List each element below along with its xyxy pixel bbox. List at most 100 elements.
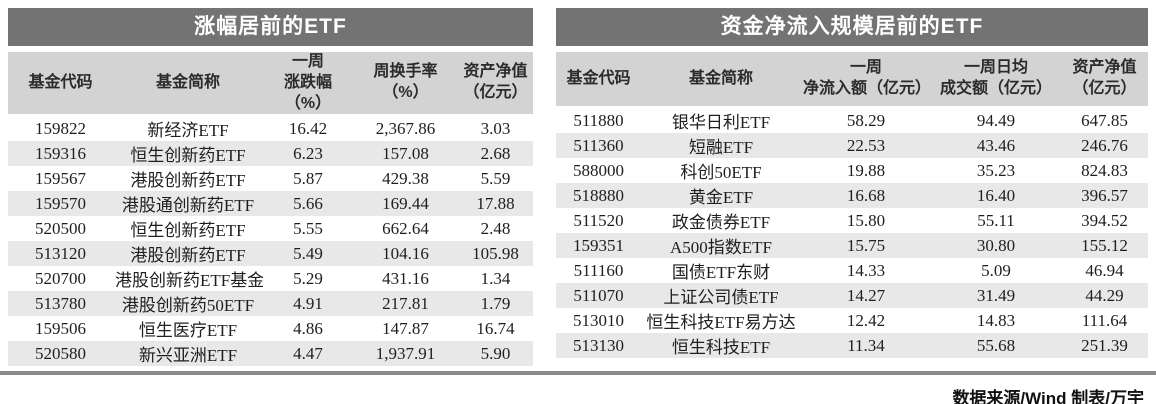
weekly-avg-daily-turnover-cell: 55.68	[976, 335, 1016, 355]
fund-name-cell: 短融ETF	[688, 138, 754, 157]
fund-code-cell: 159316	[35, 143, 86, 163]
net-asset-value-cell: 396.57	[1081, 185, 1128, 205]
table-row: 159567 港股创新药ETF 5.87 429.38 5.59	[8, 166, 533, 192]
net-asset-value-cell: 5.90	[480, 343, 511, 363]
table-row: 159822 新经济ETF 16.42 2,367.86 3.03	[8, 115, 533, 142]
table-row: 513130 恒生科技ETF 11.34 55.68 251.39	[556, 333, 1148, 358]
weekly-turnover-pct-cell: 662.64	[382, 218, 429, 238]
net-asset-value-cell: 2.48	[480, 218, 511, 238]
column-header-fund-code: 基金代码	[8, 52, 113, 117]
weekly-change-pct-cell: 4.86	[293, 318, 323, 338]
weekly-change-pct-cell: 5.49	[293, 243, 323, 263]
weekly-avg-daily-turnover-cell: 94.49	[976, 110, 1016, 130]
column-header-fund-name: 基金简称	[641, 52, 801, 108]
column-header-weekly-turnover-pct: 周换手率 （%）	[353, 52, 458, 117]
weekly-turnover-pct-cell: 429.38	[382, 168, 429, 188]
net-asset-value-cell: 46.94	[1085, 260, 1124, 280]
weekly-avg-daily-turnover-cell: 5.09	[981, 260, 1011, 280]
top-gainers-title: 涨幅居前的ETF	[8, 8, 533, 46]
table-row: 520500 恒生创新药ETF 5.55 662.64 2.48	[8, 216, 533, 242]
table-row: 159570 港股通创新药ETF 5.66 169.44 17.88	[8, 191, 533, 217]
weekly-change-pct-cell: 5.55	[293, 218, 323, 238]
net-asset-value-cell: 1.79	[480, 293, 511, 313]
fund-name-cell: 恒生科技ETF易方达	[646, 313, 796, 332]
weekly-turnover-pct-cell: 147.87	[382, 318, 429, 338]
net-asset-value-cell: 16.74	[476, 318, 515, 338]
weekly-net-inflow-cell: 15.75	[846, 235, 886, 255]
column-header-net-asset-value: 资产净值 （亿元）	[458, 52, 533, 117]
fund-code-cell: 518880	[573, 185, 624, 205]
net-asset-value-cell: 2.68	[480, 143, 511, 163]
fund-code-cell: 159567	[35, 168, 86, 188]
weekly-turnover-pct-cell: 104.16	[382, 243, 429, 263]
fund-name-cell: 港股创新药ETF	[130, 171, 246, 191]
fund-name-cell: 新经济ETF	[147, 121, 229, 141]
weekly-net-inflow-cell: 22.53	[846, 135, 886, 155]
net-asset-value-cell: 105.98	[472, 243, 519, 263]
fund-name-cell: 黄金ETF	[688, 188, 754, 207]
table-row: 511880 银华日利ETF 58.29 94.49 647.85	[556, 107, 1148, 133]
fund-name-cell: 港股创新药ETF	[130, 246, 246, 266]
weekly-change-pct-cell: 6.23	[293, 143, 323, 163]
fund-code-cell: 511160	[573, 260, 624, 280]
weekly-change-pct-cell: 5.87	[293, 168, 323, 188]
weekly-net-inflow-cell: 11.34	[847, 335, 885, 355]
column-header-weekly-avg-daily-turnover: 一周日均 成交额（亿元）	[931, 52, 1061, 108]
fund-code-cell: 159506	[35, 318, 86, 338]
table-row: 518880 黄金ETF 16.68 16.40 396.57	[556, 183, 1148, 208]
weekly-net-inflow-cell: 19.88	[846, 160, 886, 180]
fund-name-cell: 政金债券ETF	[671, 213, 771, 232]
tables-row: 涨幅居前的ETF 基金代码 基金简称 一周 涨跌幅（%） 周换手率 （%） 资产净值 （…	[8, 8, 1148, 367]
net-asset-value-cell: 251.39	[1081, 335, 1128, 355]
weekly-change-pct-cell: 5.66	[293, 193, 323, 213]
weekly-net-inflow-cell: 16.68	[846, 185, 886, 205]
net-asset-value-cell: 647.85	[1081, 110, 1128, 130]
net-asset-value-cell: 1.34	[480, 268, 511, 288]
fund-code-cell: 513780	[35, 293, 86, 313]
source-credit: 数据来源/Wind 制表/万宇	[952, 389, 1144, 404]
fund-name-cell: 国债ETF东财	[671, 263, 771, 282]
weekly-turnover-pct-cell: 2,367.86	[375, 118, 436, 138]
fund-code-cell: 513120	[35, 243, 86, 263]
weekly-avg-daily-turnover-cell: 31.49	[976, 285, 1016, 305]
weekly-avg-daily-turnover-cell: 30.80	[976, 235, 1016, 255]
fund-name-cell: 新兴亚洲ETF	[138, 346, 238, 366]
net-asset-value-cell: 44.29	[1085, 285, 1124, 305]
fund-code-cell: 159351	[573, 235, 624, 255]
table-row: 159506 恒生医疗ETF 4.86 147.87 16.74	[8, 316, 533, 342]
table-body: 511880 银华日利ETF 58.29 94.49 647.85 511360 短融ETF…	[556, 107, 1148, 358]
fund-name-cell: 恒生医疗ETF	[138, 321, 238, 341]
weekly-net-inflow-cell: 58.29	[846, 110, 886, 130]
top-inflows-section: 资金净流入规模居前的ETF 基金代码 基金简称 一周 净流入额（亿元） 一周日均 成交…	[556, 8, 1148, 366]
weekly-avg-daily-turnover-cell: 43.46	[976, 135, 1016, 155]
fund-code-cell: 159822	[35, 118, 86, 138]
net-asset-value-cell: 3.03	[480, 118, 511, 138]
column-header-weekly-net-inflow: 一周 净流入额（亿元）	[801, 52, 931, 108]
weekly-turnover-pct-cell: 1,937.91	[375, 343, 436, 363]
net-asset-value-cell: 246.76	[1081, 135, 1128, 155]
weekly-net-inflow-cell: 12.42	[846, 310, 886, 330]
fund-name-cell: 恒生科技ETF	[671, 338, 771, 357]
weekly-change-pct-cell: 4.47	[293, 343, 323, 363]
fund-name-cell: A500指数ETF	[670, 238, 772, 257]
fund-name-cell: 恒生创新药ETF	[130, 146, 246, 166]
table-row: 511520 政金债券ETF 15.80 55.11 394.52	[556, 208, 1148, 233]
net-asset-value-cell: 5.59	[480, 168, 511, 188]
top-gainers-section: 涨幅居前的ETF 基金代码 基金简称 一周 涨跌幅（%） 周换手率 （%） 资产净值 （…	[8, 8, 533, 367]
table-row: 511160 国债ETF东财 14.33 5.09 46.94	[556, 258, 1148, 283]
table-body: 159822 新经济ETF 16.42 2,367.86 3.03 159316 恒生创新药…	[8, 115, 533, 367]
column-header-fund-name: 基金简称	[113, 52, 263, 117]
fund-code-cell: 520580	[35, 343, 86, 363]
weekly-turnover-pct-cell: 431.16	[382, 268, 429, 288]
weekly-avg-daily-turnover-cell: 35.23	[976, 160, 1016, 180]
column-header-fund-code: 基金代码	[556, 52, 641, 108]
fund-name-cell: 恒生创新药ETF	[130, 221, 246, 241]
table-row: 588000 科创50ETF 19.88 35.23 824.83	[556, 158, 1148, 183]
net-asset-value-cell: 155.12	[1081, 235, 1128, 255]
fund-code-cell: 511520	[573, 210, 624, 230]
weekly-change-pct-cell: 5.29	[293, 268, 323, 288]
table-row: 513780 港股创新药50ETF 4.91 217.81 1.79	[8, 291, 533, 317]
weekly-net-inflow-cell: 14.27	[846, 285, 886, 305]
fund-code-cell: 159570	[35, 193, 86, 213]
